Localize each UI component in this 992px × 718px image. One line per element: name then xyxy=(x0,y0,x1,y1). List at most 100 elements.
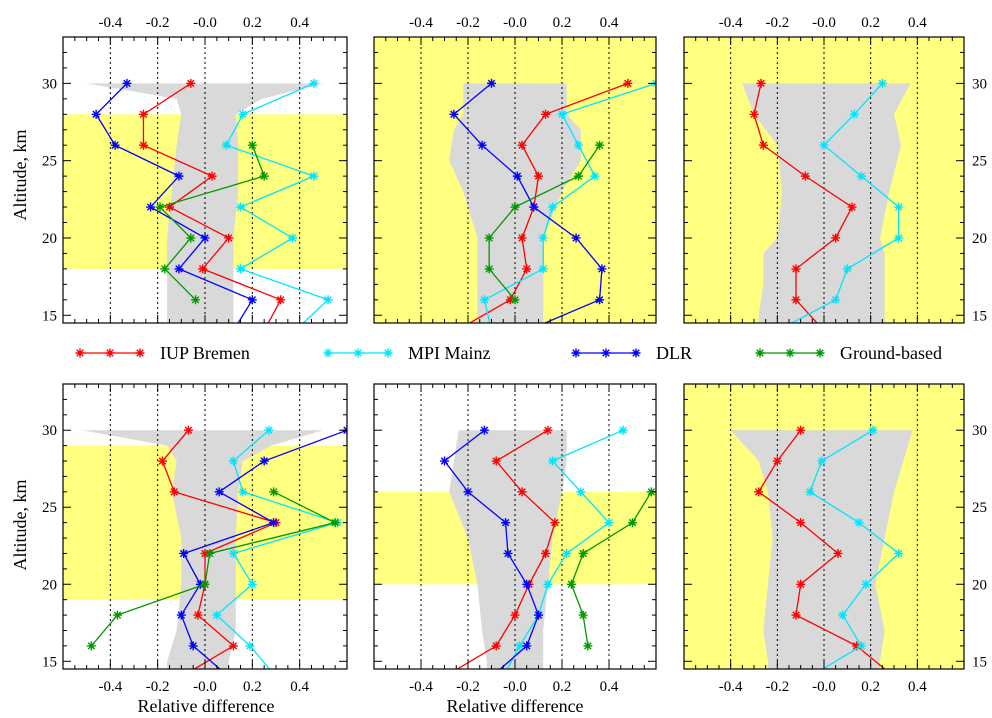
data-point xyxy=(228,641,238,651)
legend-marker xyxy=(323,348,333,358)
data-point xyxy=(548,456,558,466)
data-point xyxy=(595,295,605,305)
data-point xyxy=(791,295,801,305)
x-tick-label: -0.0 xyxy=(193,679,217,695)
series-line xyxy=(570,491,652,646)
data-point xyxy=(515,641,525,651)
data-point xyxy=(228,456,238,466)
data-point xyxy=(503,548,513,558)
uncertainty-envelope xyxy=(730,430,913,662)
x-tick-label: 0.2 xyxy=(861,15,880,31)
x-tick-label: -0.0 xyxy=(503,679,527,695)
data-point xyxy=(868,425,878,435)
data-point xyxy=(309,171,319,181)
data-point xyxy=(195,579,205,589)
data-point xyxy=(541,548,551,558)
data-point xyxy=(522,641,532,651)
y-tick-label: 20 xyxy=(972,577,987,593)
data-point xyxy=(505,295,515,305)
data-point xyxy=(160,264,170,274)
data-point xyxy=(578,610,588,620)
data-point xyxy=(623,78,633,88)
panel-5: -0.4 -0.2 -0.0 0.2 0.4 xyxy=(373,383,657,695)
x-tick-label: 0.2 xyxy=(243,679,262,695)
data-point xyxy=(501,518,511,528)
legend-label: Ground-based xyxy=(840,343,942,363)
series-ground-based xyxy=(155,140,269,305)
data-point xyxy=(165,202,174,212)
data-point xyxy=(183,425,193,435)
data-point xyxy=(562,548,572,558)
data-point xyxy=(176,610,186,620)
data-point xyxy=(754,487,764,497)
y-tick-label: 15 xyxy=(42,308,57,324)
legend-item-dlr: DLR xyxy=(571,343,692,363)
x-tick-label: -0.2 xyxy=(456,15,480,31)
series-line xyxy=(488,144,601,301)
data-point xyxy=(264,425,274,435)
series-dlr xyxy=(449,78,607,323)
data-point xyxy=(191,295,201,305)
data-point xyxy=(628,518,637,528)
data-point xyxy=(193,610,203,620)
x-tick-label: 0.4 xyxy=(600,679,619,695)
data-point xyxy=(856,171,866,181)
data-point xyxy=(157,456,167,466)
panel-4: 15 20 25 30 xyxy=(42,383,348,670)
data-point xyxy=(269,487,279,497)
x-tick-label: 0.4 xyxy=(290,15,309,31)
data-point xyxy=(463,487,473,497)
data-point xyxy=(200,548,210,558)
data-point xyxy=(259,456,269,466)
data-point xyxy=(856,641,866,651)
data-point xyxy=(186,233,196,243)
x-tick-label: -0.0 xyxy=(193,15,217,31)
data-point xyxy=(449,109,459,119)
legend-item-iup-bremen: IUP Bremen xyxy=(75,343,250,363)
x-tick-label: 0.2 xyxy=(861,679,880,695)
x-tick-label: 0.2 xyxy=(553,15,572,31)
data-point xyxy=(517,140,527,150)
data-point xyxy=(578,548,588,558)
y-tick-label: 25 xyxy=(42,500,57,516)
data-point xyxy=(557,109,567,119)
x-tick-label: 0.2 xyxy=(243,15,262,31)
data-point xyxy=(309,78,319,88)
data-point xyxy=(877,78,887,88)
data-point xyxy=(838,610,848,620)
series-iup-bremen xyxy=(138,78,286,323)
legend: IUP Bremen MPI Mainz DLR Ground-based xyxy=(75,343,942,363)
legend-label: MPI Mainz xyxy=(408,343,491,363)
y-tick-label: 25 xyxy=(42,154,57,170)
series-mpi-mainz xyxy=(790,78,904,323)
uncertainty-envelope-base xyxy=(167,661,229,669)
data-point xyxy=(529,202,539,212)
data-point xyxy=(259,171,269,181)
data-point xyxy=(842,264,852,274)
data-point xyxy=(758,140,768,150)
x-tick-label: -0.2 xyxy=(765,15,789,31)
data-point xyxy=(236,202,245,212)
series-iup-bremen xyxy=(749,78,857,323)
x-tick-label: -0.4 xyxy=(409,679,433,695)
series-dlr xyxy=(176,425,347,669)
data-point xyxy=(330,518,340,528)
data-point xyxy=(571,233,581,243)
data-point xyxy=(541,109,551,119)
data-point xyxy=(590,171,600,181)
data-point xyxy=(852,641,862,651)
x-tick-label: -0.0 xyxy=(812,679,836,695)
x-axis-label-2: Relative difference xyxy=(446,696,583,716)
x-tick-label: -0.4 xyxy=(719,679,743,695)
data-point xyxy=(749,109,759,119)
data-point xyxy=(510,295,520,305)
data-point xyxy=(205,548,215,558)
x-tick-label: -0.2 xyxy=(146,15,170,31)
data-point xyxy=(604,518,614,528)
uncertainty-envelope-base xyxy=(477,315,544,323)
x-tick-label: 0.2 xyxy=(553,679,572,695)
data-point xyxy=(247,579,257,589)
x-tick-label: -0.0 xyxy=(812,15,836,31)
